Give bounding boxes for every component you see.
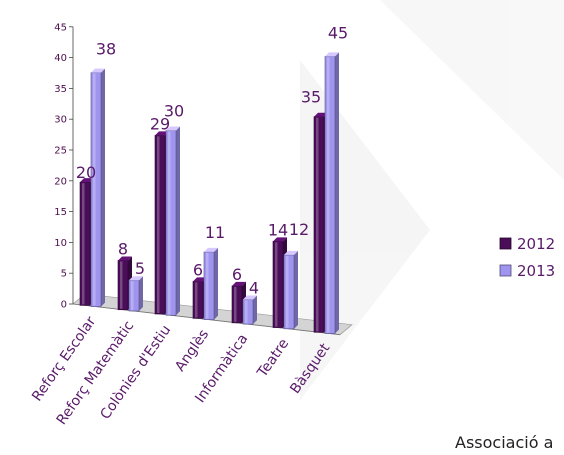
bar-front xyxy=(324,56,336,334)
footer-text: Associació a xyxy=(455,433,554,452)
legend-label: 2012 xyxy=(517,235,555,253)
bar-front xyxy=(272,241,284,328)
bar-top xyxy=(80,178,94,183)
bar-front xyxy=(192,281,204,319)
bar-highlight xyxy=(168,131,171,315)
data-label: 35 xyxy=(301,88,321,107)
bar xyxy=(242,295,257,325)
category-label: Colònies d'Estiu xyxy=(97,322,174,422)
bar-top xyxy=(91,68,105,73)
data-label: 5 xyxy=(135,259,145,278)
category-label: Teatre xyxy=(254,336,292,381)
bar-top xyxy=(118,256,132,261)
data-label: 11 xyxy=(205,223,225,242)
bar-top xyxy=(166,126,180,131)
bar-front xyxy=(154,135,166,315)
bar-highlight xyxy=(206,252,209,319)
data-label: 12 xyxy=(289,220,309,239)
y-tick-label: 20 xyxy=(54,176,67,187)
bar-top xyxy=(204,247,218,252)
y-tick-label: 30 xyxy=(54,115,67,126)
bar-top xyxy=(129,276,143,281)
bar-top xyxy=(325,52,339,57)
bar-highlight xyxy=(275,242,278,327)
bar-top xyxy=(155,131,169,136)
data-label: 29 xyxy=(150,114,170,133)
bar-top xyxy=(232,281,246,286)
bar-front xyxy=(313,116,325,333)
bar-front xyxy=(117,260,129,311)
y-tick-label: 5 xyxy=(61,269,67,280)
y-tick-label: 15 xyxy=(54,207,67,218)
bar-front xyxy=(79,181,91,306)
bar-front xyxy=(231,285,243,324)
bar-side xyxy=(176,126,180,316)
bar-side xyxy=(294,250,298,329)
y-tick-label: 45 xyxy=(54,22,67,33)
bar-highlight xyxy=(120,261,123,309)
bar-side xyxy=(214,247,218,320)
data-label: 20 xyxy=(76,163,96,182)
bar-top xyxy=(284,250,298,255)
bar-top xyxy=(243,295,257,300)
y-axis: 0 5 10 15 20 25 30 35 40 45 xyxy=(54,22,74,311)
bar-highlight xyxy=(157,136,160,314)
bar-highlight xyxy=(245,300,248,324)
bar-top xyxy=(314,112,328,117)
data-label: 6 xyxy=(193,260,203,279)
data-label: 38 xyxy=(96,40,116,59)
category-label: Anglès xyxy=(172,327,212,375)
bar-highlight xyxy=(286,255,289,328)
data-label: 30 xyxy=(164,101,184,120)
bar-front xyxy=(242,299,254,325)
bar-highlight xyxy=(93,73,96,306)
y-tick-label: 0 xyxy=(61,300,67,311)
bar-highlight xyxy=(131,281,134,311)
bar-side xyxy=(253,295,257,325)
bar-side xyxy=(139,276,143,312)
bar-top xyxy=(273,237,287,242)
bar-front xyxy=(283,254,295,330)
bar-front xyxy=(90,72,102,307)
bar-highlight xyxy=(234,286,237,322)
bar-front xyxy=(165,130,177,316)
y-tick-label: 35 xyxy=(54,84,67,95)
bar xyxy=(283,250,298,330)
legend: 2012 2013 xyxy=(499,235,555,280)
bars xyxy=(79,52,339,334)
bar xyxy=(203,247,218,320)
legend-label: 2013 xyxy=(517,262,555,280)
bar xyxy=(165,126,180,316)
bar-side xyxy=(101,68,105,307)
y-tick-label: 40 xyxy=(54,53,67,64)
y-tick-label: 10 xyxy=(54,238,67,249)
bar xyxy=(90,68,105,307)
bar-highlight xyxy=(82,183,85,305)
data-label: 4 xyxy=(249,278,259,297)
data-label: 8 xyxy=(118,239,128,258)
legend-swatch xyxy=(499,264,512,277)
watermark xyxy=(300,0,564,400)
data-label: 45 xyxy=(328,23,348,42)
bar-highlight xyxy=(195,282,198,318)
bar-top xyxy=(193,277,207,282)
bar-front xyxy=(128,279,140,312)
bar xyxy=(324,52,339,334)
legend-swatch xyxy=(499,237,512,250)
bar-side xyxy=(335,52,339,334)
data-label: 14 xyxy=(268,220,288,239)
bar-highlight xyxy=(327,57,330,333)
bar-highlight xyxy=(316,117,319,332)
data-label: 6 xyxy=(232,265,242,284)
bar-front xyxy=(203,251,215,320)
y-tick-label: 25 xyxy=(54,146,67,157)
bar xyxy=(128,276,143,312)
